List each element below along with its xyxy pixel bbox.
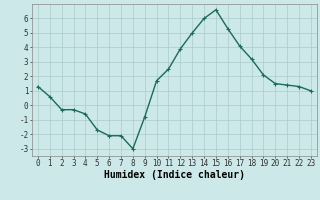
X-axis label: Humidex (Indice chaleur): Humidex (Indice chaleur): [104, 170, 245, 180]
